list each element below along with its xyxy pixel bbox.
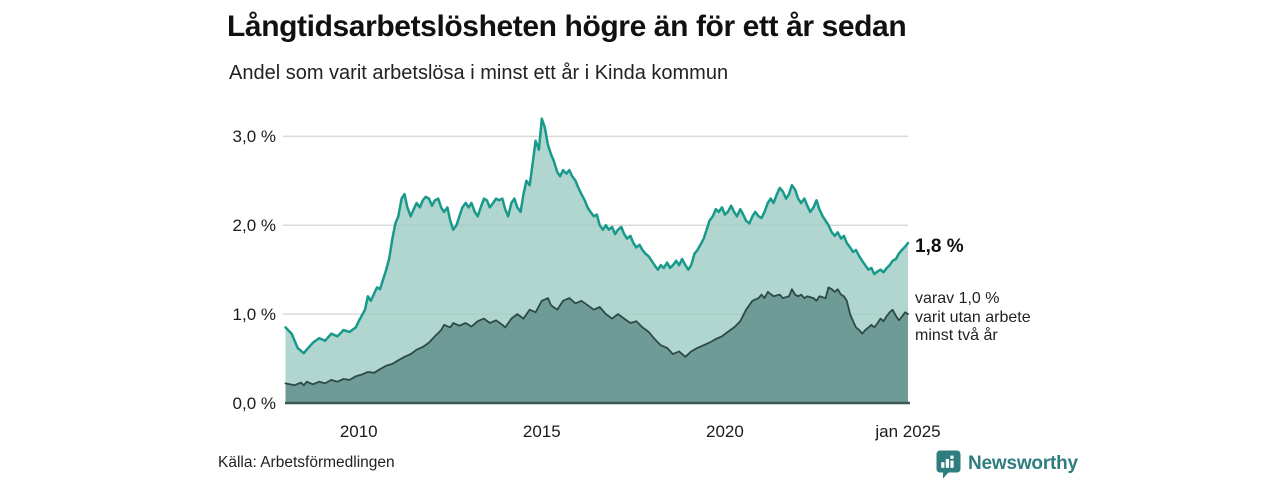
y-tick-2: 2,0 % — [232, 215, 276, 235]
source-credit: Källa: Arbetsförmedlingen — [218, 454, 395, 471]
area-two-year — [285, 287, 908, 403]
x-tick-2020: 2020 — [705, 422, 744, 441]
end-value-label: 1,8 % — [915, 236, 964, 257]
newsworthy-bubble-chart-icon — [936, 450, 961, 478]
end-note-annotation: varav 1,0 % varit utan arbete minst två … — [915, 290, 1031, 345]
y-tick-0: 0,0 % — [232, 393, 276, 413]
x-tick-2015: 2015 — [522, 422, 561, 441]
chart-subtitle: Andel som varit arbetslösa i minst ett å… — [229, 62, 729, 84]
x-tick-jan-2025: jan 2025 — [875, 422, 941, 441]
line-total-long-term — [284, 117, 910, 355]
line-two-year — [284, 286, 909, 387]
page-title: Långtidsarbetslösheten högre än för ett … — [227, 10, 907, 43]
newsworthy-logo: Newsworthy — [936, 449, 1078, 479]
y-tick-3: 3,0 % — [232, 126, 276, 146]
y-tick-1: 1,0 % — [232, 304, 276, 324]
x-tick-2010: 2010 — [339, 422, 378, 441]
newsworthy-wordmark: Newsworthy — [968, 453, 1078, 474]
